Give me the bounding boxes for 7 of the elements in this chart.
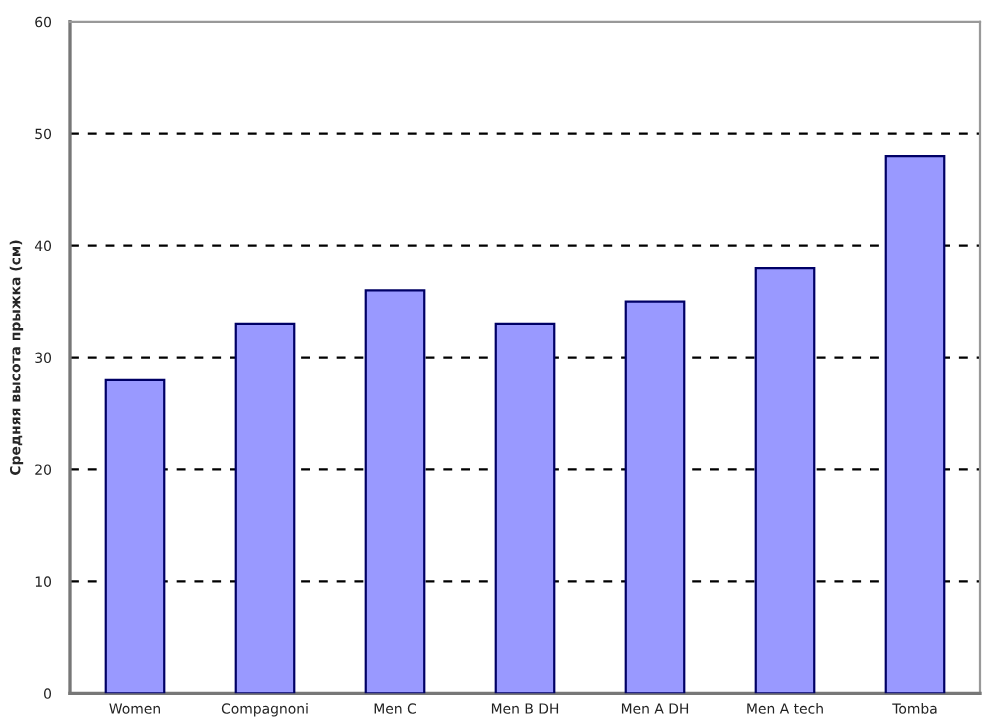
bar [364, 289, 426, 694]
bar [104, 378, 166, 694]
bar [884, 154, 946, 694]
bar [624, 300, 686, 694]
bar [754, 266, 816, 694]
bar [494, 322, 556, 694]
bar [234, 322, 296, 694]
